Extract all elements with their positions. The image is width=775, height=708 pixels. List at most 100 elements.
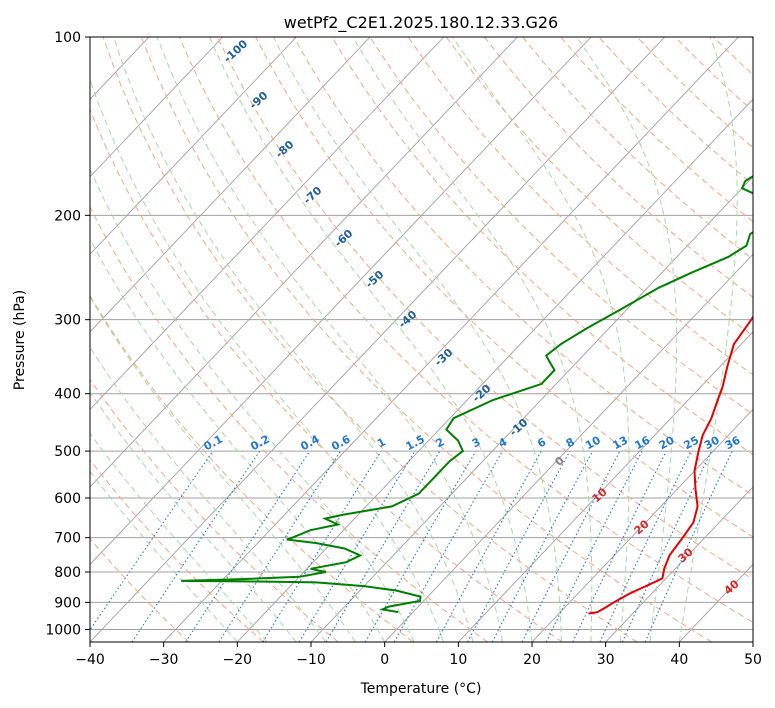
moist-adiabat-line — [90, 295, 356, 642]
mixing-ratio-line — [90, 450, 214, 631]
x-tick-label: 30 — [597, 652, 615, 668]
temperature-profile-line — [588, 315, 753, 615]
mixing-ratio-label: 0.6 — [329, 432, 353, 453]
mixing-ratio-label: 2 — [434, 435, 447, 450]
moist-adiabat-line — [156, 37, 503, 642]
y-tick-label: 200 — [54, 208, 81, 224]
mixing-ratio-label: 0.4 — [298, 432, 322, 453]
dry-adiabat-line — [751, 37, 753, 40]
mixing-ratio-label: 36 — [723, 433, 743, 452]
y-tick-label: 500 — [54, 444, 81, 460]
moist-adiabat-line — [209, 37, 533, 642]
x-tick-label: 0 — [380, 652, 389, 668]
mixing-ratio-label: 16 — [633, 433, 653, 452]
isotherm-line — [237, 98, 753, 642]
x-tick-label: 40 — [670, 652, 688, 668]
x-tick-label: −40 — [75, 652, 105, 668]
dry-adiabat-line — [140, 37, 712, 642]
x-tick-label: 20 — [523, 652, 541, 668]
y-tick-label: 600 — [54, 491, 81, 507]
dry-adiabat-line — [712, 37, 753, 76]
isotherm-line — [752, 641, 753, 642]
moist-adiabat-line — [113, 37, 474, 642]
y-tick-label: 1000 — [45, 622, 81, 638]
isotherm-line — [90, 37, 445, 411]
isotherm-line — [458, 331, 753, 642]
isotherm-line — [531, 408, 753, 642]
mixing-ratio-label: 25 — [682, 434, 702, 453]
isotherm-line — [90, 37, 297, 255]
plot-frame — [89, 36, 754, 643]
mixing-ratio-line — [364, 450, 477, 642]
dry-adiabat-line — [90, 108, 563, 642]
dry-adiabat-line — [178, 37, 753, 623]
dry-adiabat-line — [407, 37, 753, 376]
mixing-ratio-line — [393, 450, 503, 642]
isotherm-line — [384, 253, 753, 642]
mixing-ratio-line — [185, 450, 311, 642]
x-tick-label: 50 — [744, 652, 762, 668]
dry-adiabat-line — [90, 537, 190, 642]
isotherm-line — [0, 37, 2, 642]
mixing-ratio-line — [435, 450, 542, 642]
mixing-ratio-label: 1 — [375, 435, 388, 450]
dry-adiabat-line — [217, 37, 753, 580]
mixing-ratio-label: 10 — [583, 433, 603, 452]
y-tick-label: 300 — [54, 313, 81, 329]
moist-adiabat-line — [90, 391, 297, 642]
dewpoint-profile-line — [181, 174, 753, 614]
chart-title: wetPf2_C2E1.2025.180.12.33.G26 — [284, 13, 558, 33]
y-axis-label: Pressure (hPa) — [12, 290, 28, 390]
mixing-ratio-label: 0.2 — [248, 433, 271, 454]
mixing-ratio-label: 1.5 — [404, 433, 427, 454]
isotherm-line — [90, 37, 518, 488]
y-tick-label: 700 — [54, 531, 81, 547]
moist-adiabat-line — [90, 167, 415, 642]
mixing-ratio-label: 8 — [564, 435, 577, 450]
moist-adiabat-line — [452, 37, 630, 642]
x-tick-label: −30 — [149, 652, 179, 668]
dry-adiabat-line — [255, 37, 753, 538]
dry-adiabat-line — [102, 37, 638, 642]
mixing-ratio-line — [325, 450, 441, 642]
moist-adiabat-line — [90, 470, 238, 642]
mixing-ratio-label: 30 — [702, 433, 722, 452]
isotherm-line — [90, 37, 224, 178]
dry-adiabat-line — [293, 37, 753, 496]
isotherm-line — [679, 563, 753, 642]
y-tick-label: 900 — [54, 595, 81, 611]
dry-adiabat-label: -40 — [396, 308, 420, 331]
x-axis: −40 −30 −20 −10 0 10 20 30 40 50 — [75, 642, 762, 668]
moist-adiabat-line — [352, 37, 593, 642]
dry-adiabat-line — [331, 37, 753, 456]
dry-adiabat-line — [369, 37, 753, 415]
mixing-ratio-line — [131, 450, 261, 642]
dry-adiabat-label: -90 — [247, 89, 271, 112]
mixing-ratio-label: 13 — [610, 434, 630, 453]
moist-adiabat-line — [90, 346, 327, 642]
dry-adiabat-line — [90, 205, 488, 642]
mixing-ratio-label: 20 — [657, 433, 677, 452]
mixing-ratio-line — [467, 450, 571, 642]
moist-adiabat-line — [90, 78, 445, 642]
moist-adiabat-line — [273, 37, 562, 642]
dry-adiabat-label: -100 — [221, 37, 250, 65]
mixing-ratio-label: 0.1 — [202, 433, 225, 454]
dry-adiabat-label: -70 — [301, 184, 325, 207]
dry-adiabat-line — [90, 294, 414, 642]
mixing-ratio-line — [545, 450, 643, 642]
mixing-ratio-line — [644, 450, 733, 642]
mixing-ratio-line — [572, 450, 667, 642]
dry-adiabat-label: 30 — [676, 545, 696, 565]
background-lines — [0, 37, 753, 642]
mixing-ratio-line — [262, 450, 382, 642]
mixing-ratio-label: 6 — [535, 435, 548, 450]
dry-adiabat-label: 0 — [552, 454, 567, 469]
isotherm-line — [90, 37, 371, 333]
y-tick-label: 800 — [54, 565, 81, 581]
mixing-ratio-label: 4 — [496, 435, 509, 450]
mixing-ratio-line — [218, 450, 341, 642]
moist-adiabat-line — [90, 237, 386, 642]
dry-adiabat-line — [90, 378, 339, 642]
